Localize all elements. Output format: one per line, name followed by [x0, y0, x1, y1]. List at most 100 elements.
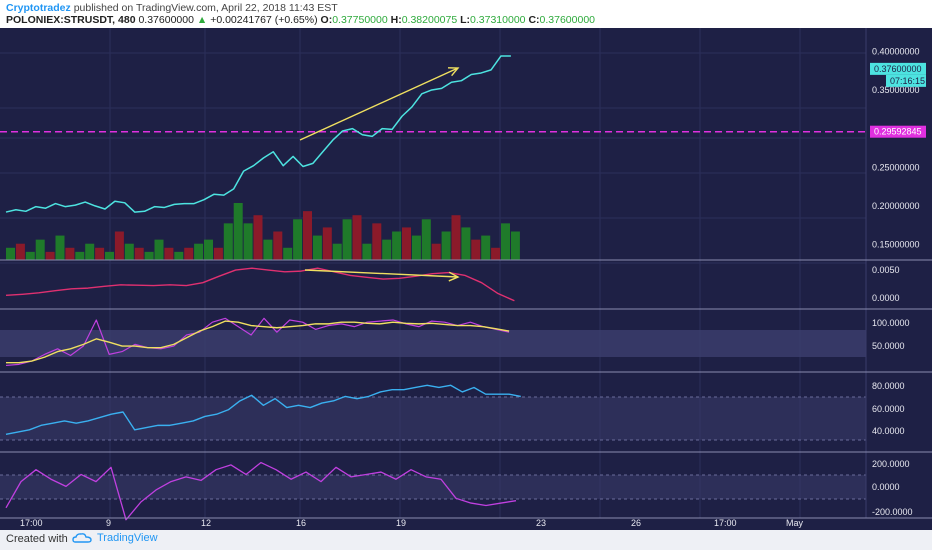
last-price: 0.37600000 — [138, 14, 194, 26]
volume-bar — [402, 227, 411, 260]
chart-area[interactable]: 0.40000000 0.35000000 0.25000000 0.20000… — [0, 28, 932, 530]
countdown-tag-bg — [886, 74, 926, 87]
volume-bar — [471, 239, 481, 260]
volume-bars — [6, 203, 520, 260]
volume-bar — [223, 223, 233, 260]
time-tick-1700-b: 17:00 — [714, 518, 737, 528]
osc-tick-0000: 0.0000 — [872, 293, 900, 303]
chart-header: Cryptotradez published on TradingView.co… — [0, 0, 932, 28]
volume-bar — [154, 239, 164, 260]
volume-bar — [273, 231, 283, 260]
tradingview-cloud-icon — [72, 533, 92, 543]
open-label: O: — [320, 14, 333, 26]
volume-bar — [362, 243, 372, 260]
volume-bar — [134, 247, 144, 260]
cci-tick-0: 0.0000 — [872, 482, 900, 492]
price-tick-0350: 0.35000000 — [872, 85, 920, 95]
time-tick-may: May — [786, 518, 804, 528]
time-tick-16: 16 — [296, 518, 306, 528]
low-label: L: — [460, 14, 471, 26]
price-trend-arrow — [299, 67, 459, 141]
price-tick-0200: 0.20000000 — [872, 201, 920, 211]
rsi-tick-40: 40.0000 — [872, 426, 905, 436]
volume-bar — [144, 251, 154, 260]
cci-line — [5, 461, 517, 521]
close-value: 0.37600000 — [539, 14, 596, 26]
change-arrow-icon: ▲ — [196, 14, 208, 26]
series-lines — [5, 55, 521, 521]
volume-bar — [312, 235, 322, 260]
chart-canvas[interactable]: 0.40000000 0.35000000 0.25000000 0.20000… — [0, 28, 932, 530]
volume-bar — [411, 235, 421, 260]
arrow-head — [448, 271, 460, 282]
close-label: C: — [528, 14, 540, 26]
volume-bar — [243, 223, 253, 260]
volume-bar — [174, 251, 184, 260]
volume-bar — [253, 215, 263, 260]
volume-bar — [372, 223, 382, 260]
volume-bar — [421, 219, 431, 260]
volume-bar — [114, 231, 124, 260]
time-tick-12: 12 — [201, 518, 211, 528]
price-axis[interactable]: 0.40000000 0.35000000 0.25000000 0.20000… — [872, 46, 920, 517]
tradingview-link[interactable]: TradingView — [72, 532, 158, 544]
volume-bar — [164, 247, 174, 260]
volume-bar — [263, 239, 273, 260]
oscillator-trend-arrow — [304, 269, 459, 278]
volume-bar — [25, 251, 35, 260]
open-value: 0.37750000 — [332, 14, 388, 26]
volume-bar — [194, 243, 204, 260]
level-tag-bg — [870, 125, 926, 138]
oscillator-line — [5, 267, 515, 302]
high-label: H: — [390, 14, 402, 26]
rsi-band — [0, 397, 866, 440]
symbol-label: POLONIEX:STRUSDT, 480 — [6, 14, 136, 26]
time-tick-23: 23 — [536, 518, 546, 528]
trend-arrows[interactable] — [299, 67, 460, 282]
volume-bar — [124, 243, 134, 260]
high-value: 0.38200075 — [401, 14, 458, 26]
arrow-head — [447, 67, 460, 77]
volume-bar — [35, 239, 45, 260]
time-axis[interactable]: 17:00 9 12 16 19 23 26 17:00 May — [20, 518, 804, 528]
published-text: published on TradingView.com, April 22, … — [73, 2, 338, 14]
volume-bar — [95, 247, 105, 260]
rsi-line — [5, 384, 521, 435]
volume-bar — [392, 231, 402, 260]
volume-bar — [481, 235, 491, 260]
price-line — [5, 55, 511, 213]
symbol-info: POLONIEX:STRUSDT, 480 0.37600000 ▲ +0.00… — [6, 14, 595, 26]
stoch-tick-100: 100.0000 — [872, 318, 910, 328]
grid-lines — [0, 28, 866, 518]
author-link[interactable]: Cryptotradez — [6, 2, 71, 14]
volume-bar — [293, 219, 303, 260]
volume-bar — [451, 215, 461, 260]
volume-bar — [233, 203, 243, 260]
price-change: +0.00241767 (+0.65%) — [210, 14, 318, 26]
volume-bar — [45, 251, 55, 260]
footer-bar: Created with TradingView — [0, 530, 932, 550]
volume-bar — [283, 247, 293, 260]
volume-bar — [55, 235, 65, 260]
rsi-tick-60: 60.0000 — [872, 404, 905, 414]
volume-bar — [510, 231, 520, 260]
stoch-band — [0, 330, 866, 357]
last-price-tag: 0.37600000 — [874, 64, 922, 74]
pane-dividers[interactable] — [0, 28, 932, 519]
price-tick-0250: 0.25000000 — [872, 162, 920, 172]
volume-bar — [431, 243, 441, 260]
volume-bar — [332, 243, 342, 260]
time-tick-19: 19 — [396, 518, 406, 528]
time-tick-26: 26 — [631, 518, 641, 528]
time-tick-1700: 17:00 — [20, 518, 43, 528]
volume-bar — [322, 227, 332, 260]
stoch-tick-50: 50.0000 — [872, 341, 905, 351]
volume-bar — [352, 215, 362, 260]
volume-bar — [461, 227, 471, 260]
price-tick-0400: 0.40000000 — [872, 46, 920, 56]
volume-bar — [342, 219, 352, 260]
volume-bar — [75, 251, 85, 260]
stoch-d-line — [6, 320, 510, 364]
volume-bar — [105, 251, 114, 260]
volume-bar — [204, 239, 213, 260]
